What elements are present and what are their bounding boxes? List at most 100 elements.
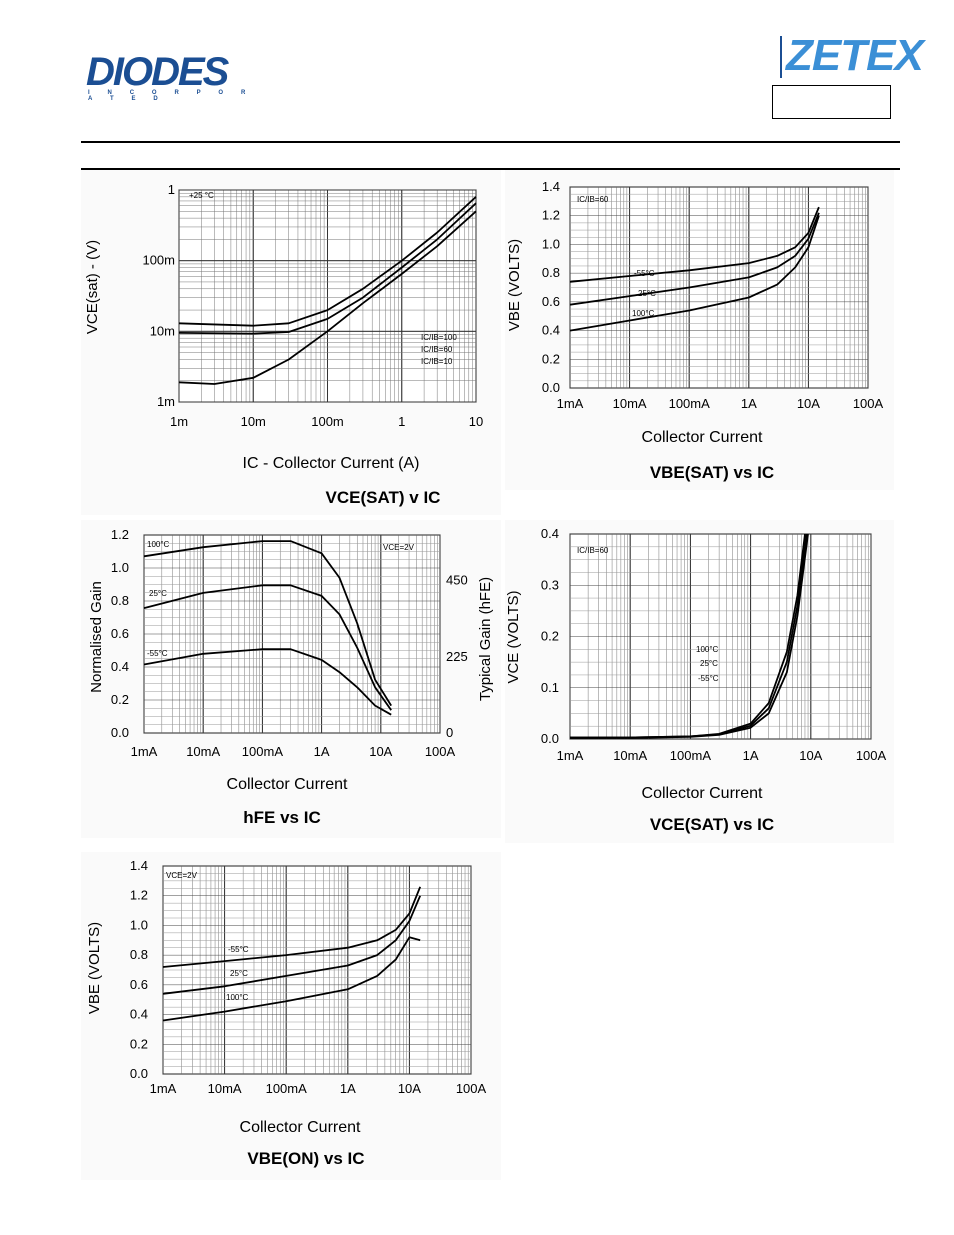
x-tick-label: 1A xyxy=(741,396,757,411)
y-tick-label: 0.0 xyxy=(130,1066,148,1081)
chart-annotation: VCE=2V xyxy=(383,543,415,552)
series-label: -55°C xyxy=(228,945,249,954)
zetex-logo-bar xyxy=(780,36,782,78)
header-rule xyxy=(81,141,900,143)
diodes-logo-text: DIODES xyxy=(86,50,229,94)
y-tick-label: 1.0 xyxy=(111,560,129,575)
y2-tick-label: 225 xyxy=(446,649,468,664)
chart-vcesat-vs-ic: 100°C 25°C -55°C IC/IB=60 1mA 10mA 100mA 1A 10A 1… xyxy=(505,526,887,834)
y-tick-label: 10m xyxy=(150,323,175,338)
x-tick-label: 100mA xyxy=(669,396,711,411)
series-line-0 xyxy=(162,886,422,968)
chart-annotation: IC/IB=60 xyxy=(577,546,609,555)
series-line-0 xyxy=(178,196,477,327)
y-tick-label: 0.2 xyxy=(111,692,129,707)
chart-annotation: +25 °C xyxy=(189,191,214,200)
zetex-logo: ZETEX xyxy=(780,32,924,80)
y-tick-label: 0.2 xyxy=(542,351,560,366)
x-tick-label: 10 xyxy=(469,414,483,429)
series-label: -55°C xyxy=(634,269,655,278)
series-line-0 xyxy=(569,206,820,283)
chart-panel-vcesat-vs-ic: 100°C 25°C -55°C IC/IB=60 1mA 10mA 100mA 1A 10A 1… xyxy=(505,520,894,843)
x-tick-label: 10mA xyxy=(613,748,647,763)
series-line-1 xyxy=(569,212,820,306)
y-tick-label: 1.2 xyxy=(130,888,148,903)
y-tick-label: 0.8 xyxy=(130,947,148,962)
chart-panel-vbesat-vs-ic: -55°C 25°C 100°C IC/IB=60 1mA 10mA 100mA 1A 10A 1… xyxy=(505,170,894,490)
y-tick-label: 0.0 xyxy=(111,725,129,740)
x-tick-label: 10mA xyxy=(186,744,220,759)
series-line-1 xyxy=(178,202,477,335)
series-label: 100°C xyxy=(147,540,170,549)
y-axis-label: Normalised Gain xyxy=(88,581,105,693)
x-tick-label: 1 xyxy=(398,414,405,429)
series-label: 25°C xyxy=(149,589,167,598)
y-axis-label: VCE(sat) - (V) xyxy=(84,240,101,334)
chart-panel-vcesat-v-ic: IC/IB=100 IC/IB=60 IC/IB=10 +25 °C 1m 10m 100m… xyxy=(81,170,501,515)
y-tick-label: 0.6 xyxy=(130,977,148,992)
x-axis-label: Collector Current xyxy=(227,776,348,793)
y2-tick-label: 450 xyxy=(446,573,468,588)
x-tick-label: 100mA xyxy=(242,744,284,759)
series-line-1 xyxy=(162,895,422,995)
chart-annotation: IC/IB=60 xyxy=(577,195,609,204)
x-axis-label: Collector Current xyxy=(240,1119,361,1136)
x-tick-label: 1mA xyxy=(557,396,584,411)
chart-title: hFE vs IC xyxy=(243,808,320,827)
chart-title: VBE(SAT) vs IC xyxy=(650,463,774,482)
chart-vcesat-v-ic: IC/IB=100 IC/IB=60 IC/IB=10 +25 °C 1m 10m 100m… xyxy=(84,182,483,507)
y-tick-label: 0.4 xyxy=(542,323,560,338)
x-tick-label: 100A xyxy=(425,744,456,759)
x-axis-label: Collector Current xyxy=(642,429,763,446)
x-tick-label: 10A xyxy=(369,744,392,759)
y-tick-label: 0.4 xyxy=(130,1007,148,1022)
x-tick-label: 1mA xyxy=(131,744,158,759)
x-tick-label: 1m xyxy=(170,414,188,429)
series-line-2 xyxy=(143,648,392,716)
x-tick-label: 1A xyxy=(314,744,330,759)
series-label: IC/IB=10 xyxy=(421,357,453,366)
y-tick-label: 0.0 xyxy=(541,731,559,746)
diodes-logo-subtext: I N C O R P O R A T E D xyxy=(88,90,254,102)
series-line-2 xyxy=(570,533,809,739)
x-tick-label: 10mA xyxy=(613,396,647,411)
y-tick-label: 0.8 xyxy=(542,265,560,280)
y-tick-label: 1.0 xyxy=(542,236,560,251)
y-tick-label: 1.4 xyxy=(130,858,148,873)
chart-panel-vbeon-vs-ic: -55°C 25°C 100°C VCE=2V 1mA 10mA 100mA 1A 10A 100… xyxy=(81,852,501,1180)
y-tick-label: 0.2 xyxy=(130,1036,148,1051)
series-label: IC/IB=60 xyxy=(421,345,453,354)
series-label: 25°C xyxy=(638,289,656,298)
y-tick-label: 1 xyxy=(168,182,175,197)
y-axis-label: VBE (VOLTS) xyxy=(86,922,103,1014)
y-axis-label: VCE (VOLTS) xyxy=(505,590,522,683)
x-tick-label: 10mA xyxy=(208,1081,242,1096)
x-tick-label: 1mA xyxy=(150,1081,177,1096)
series-label: IC/IB=100 xyxy=(421,333,457,342)
series-line-0 xyxy=(143,540,392,707)
y-tick-label: 1m xyxy=(157,394,175,409)
chart-vbeon-vs-ic: -55°C 25°C 100°C VCE=2V 1mA 10mA 100mA 1A 10A 100… xyxy=(86,858,487,1168)
zetex-logo-text: ZETEX xyxy=(786,31,924,80)
diodes-logo: DIODES I N C O R P O R A T E D xyxy=(86,50,256,102)
series-label: -55°C xyxy=(147,649,168,658)
x-tick-label: 1A xyxy=(743,748,759,763)
chart-title: VBE(ON) vs IC xyxy=(247,1149,364,1168)
series-line-2 xyxy=(178,210,477,385)
series-label: 100°C xyxy=(696,645,719,654)
series-label: -55°C xyxy=(698,674,719,683)
y-tick-label: 0.1 xyxy=(541,680,559,695)
y-tick-label: 1.2 xyxy=(542,208,560,223)
chart-panel-hfe-vs-ic: 100°C 25°C -55°C VCE=2V 1mA 10mA 100mA 1A 10A 100… xyxy=(81,520,501,838)
y-tick-label: 0.3 xyxy=(541,577,559,592)
x-tick-label: 100A xyxy=(853,396,884,411)
x-tick-label: 100mA xyxy=(266,1081,308,1096)
x-tick-label: 100mA xyxy=(670,748,712,763)
x-tick-label: 100A xyxy=(456,1081,487,1096)
y2-axis-label: Typical Gain (hFE) xyxy=(477,577,494,701)
chart-vbesat-vs-ic: -55°C 25°C 100°C IC/IB=60 1mA 10mA 100mA 1A 10A 1… xyxy=(506,179,884,482)
x-tick-label: 10m xyxy=(241,414,266,429)
y-tick-label: 1.4 xyxy=(542,179,560,194)
series-line-2 xyxy=(162,936,421,1022)
y-tick-label: 0.2 xyxy=(541,629,559,644)
